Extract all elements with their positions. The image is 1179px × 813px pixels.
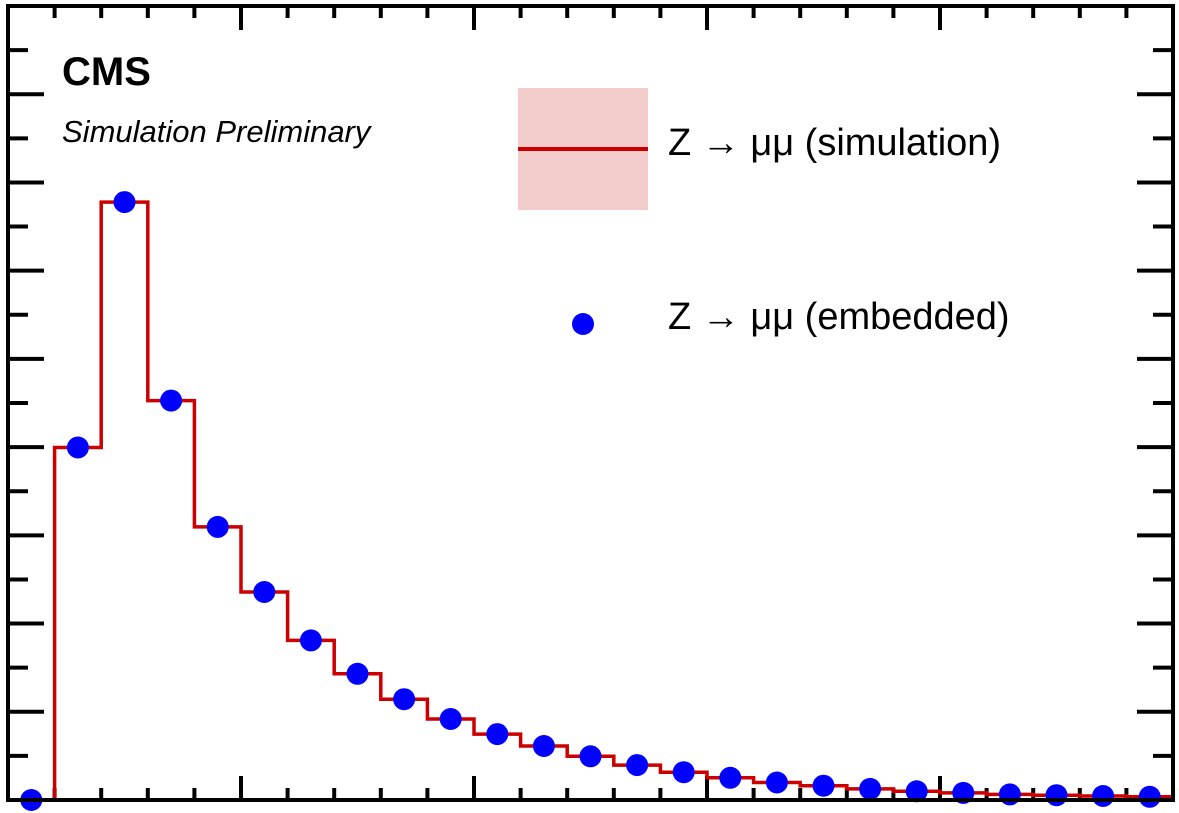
embedded-point [998,783,1021,806]
legend-simulation-swatch [518,88,648,210]
embedded-point [299,629,322,652]
embedded-point [346,662,369,685]
embedded-point [1138,785,1161,808]
embedded-point [765,771,788,794]
subtitle-label: Simulation Preliminary [62,114,371,149]
embedded-point [672,761,695,784]
experiment-label: CMS [62,50,151,94]
embedded-point [532,735,555,757]
embedded-point [812,774,835,797]
legend-embedded-marker [572,313,594,335]
simulation-step-histogram [8,200,1173,802]
embedded-point [1092,785,1115,807]
plot-frame [6,4,1175,802]
embedded-point [486,723,509,746]
embedded-point [439,708,462,730]
embedded-data-points [20,191,1161,811]
embedded-point [1045,784,1068,807]
embedded-point [160,389,183,412]
embedded-point [206,515,229,538]
embedded-point [626,754,649,777]
embedded-point [859,777,882,800]
embedded-point [719,766,742,789]
simulation-step-line [8,200,1173,802]
embedded-point [113,191,136,214]
embedded-point [253,581,276,603]
embedded-point [905,780,928,803]
embedded-point [579,745,602,768]
legend-simulation-label: Z → μμ (simulation) [668,122,1002,164]
legend-embedded-label: Z → μμ (embedded) [668,296,1010,338]
embedded-point [393,688,416,711]
embedded-point [66,436,89,459]
